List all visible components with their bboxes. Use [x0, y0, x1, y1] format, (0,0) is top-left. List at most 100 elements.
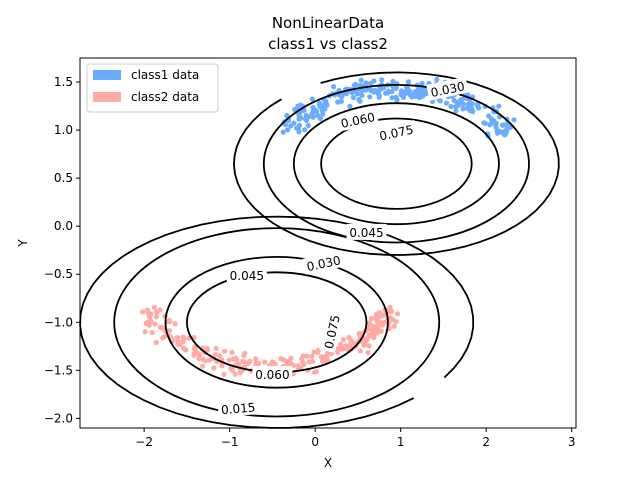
scatter-point-class1	[349, 90, 355, 96]
chart-title: NonLinearData	[272, 14, 384, 32]
scatter-point-class1	[443, 100, 450, 106]
scatter-point-class1	[309, 96, 315, 102]
scatter-point-class2	[221, 371, 227, 377]
scatter-point-class1	[460, 106, 466, 112]
scatter-point-class2	[378, 328, 384, 334]
scatter-point-class1	[315, 112, 321, 119]
contour-label: 0.060	[252, 366, 293, 383]
x-axis-label: X	[324, 456, 332, 470]
plot-area	[80, 58, 576, 428]
scatter-point-class1	[434, 76, 440, 82]
scatter-point-class1	[338, 98, 344, 104]
contour-label-bg	[217, 398, 259, 418]
scatter-point-class1	[403, 89, 409, 95]
scatter-point-class1	[359, 88, 365, 94]
contour-label-bg	[336, 107, 379, 132]
scatter-point-class2	[368, 315, 375, 322]
scatter-point-class1	[498, 129, 504, 135]
contour-label-bg	[226, 267, 267, 284]
scatter-point-class2	[157, 307, 163, 313]
scatter-point-class2	[288, 355, 294, 361]
scatter-point-class2	[366, 343, 372, 349]
scatter-point-class2	[149, 330, 155, 336]
contour-label-bg	[426, 76, 469, 101]
scatter-point-class1	[489, 119, 495, 125]
scatter-point-class1	[474, 103, 480, 109]
scatter-point-class1	[352, 81, 359, 87]
contour-label: 0.045	[226, 267, 267, 284]
scatter-point-class1	[385, 90, 391, 96]
scatter-point-class1	[302, 127, 308, 133]
scatter-point-class1	[469, 106, 475, 112]
scatter-point-class1	[354, 91, 360, 97]
contour-label: 0.075	[374, 120, 418, 145]
x-tick-label: 0	[311, 435, 319, 449]
scatter-point-class2	[311, 349, 317, 355]
legend: class1 data class2 data	[86, 63, 219, 113]
scatter-point-class1	[493, 124, 499, 130]
scatter-point-class1	[502, 132, 508, 138]
scatter-point-class2	[345, 344, 351, 350]
scatter-point-class1	[350, 94, 356, 101]
y-tick-label: 0.5	[54, 171, 73, 185]
scatter-point-class2	[394, 311, 401, 317]
scatter-point-class2	[246, 360, 252, 366]
scatter-point-class1	[448, 103, 454, 110]
scatter-point-class2	[165, 319, 171, 325]
contour-labels: 0.0300.0300.0150.0450.0600.0750.0450.060…	[217, 76, 469, 418]
scatter-point-class1	[331, 84, 337, 90]
scatter-point-class2	[142, 329, 148, 335]
scatter-point-class1	[319, 108, 325, 114]
contour-line-outer-lower	[79, 215, 475, 429]
scatter-point-class2	[374, 330, 380, 336]
scatter-point-class1	[285, 127, 291, 133]
x-tick-label: 3	[568, 435, 576, 449]
scatter-point-class1	[481, 120, 487, 126]
scatter-point-class2	[217, 353, 223, 359]
scatter-point-class1	[305, 122, 311, 129]
scatter-point-class2	[196, 351, 202, 357]
y-tick-label: 0.0	[54, 219, 73, 233]
scatter-point-class2	[340, 337, 346, 343]
contour-label-text: 0.075	[322, 314, 343, 351]
scatter-point-class1	[288, 123, 294, 129]
scatter-point-class2	[377, 313, 383, 319]
scatter-point-class1	[303, 114, 310, 120]
scatter-point-class1	[412, 88, 418, 95]
scatter-point-class1	[437, 98, 443, 104]
scatter-point-class1	[379, 85, 385, 91]
scatter-point-class2	[200, 356, 206, 362]
scatter-point-class2	[145, 307, 151, 313]
scatter-point-class1	[347, 103, 353, 109]
contour-line-lower-ring-1	[113, 227, 441, 418]
scatter-point-class2	[253, 356, 259, 362]
scatter-point-class1	[423, 91, 429, 97]
scatter-point-class1	[284, 112, 290, 119]
scatter-point-class1	[501, 122, 507, 128]
scatter-point-class2	[336, 345, 342, 351]
contour-label: 0.060	[336, 107, 379, 132]
contour-label-text: 0.045	[349, 226, 383, 240]
chart-subtitle: class1 vs class2	[268, 35, 388, 53]
scatter-point-class2	[151, 304, 157, 310]
scatter-point-class2	[365, 350, 371, 356]
legend-label-class2: class2 data	[131, 90, 199, 104]
scatter-point-class1	[310, 114, 316, 120]
scatter-point-class1	[379, 77, 385, 83]
scatter-point-class2	[362, 338, 369, 344]
contour-label-text: 0.075	[378, 123, 415, 144]
y-tick-label: −1.0	[44, 315, 73, 329]
scatter-point-class1	[465, 101, 472, 107]
scatter-point-class1	[453, 108, 459, 114]
contour-label: 0.015	[217, 398, 259, 418]
scatter-point-class1	[294, 125, 300, 131]
scatter-point-class2	[312, 369, 318, 375]
contour-label-text: 0.015	[220, 400, 255, 417]
contour-label-text: 0.045	[230, 269, 264, 283]
scatter-point-class2	[280, 356, 286, 363]
scatter-point-class1	[358, 77, 364, 83]
scatter-point-class1	[460, 101, 467, 107]
scatter-point-class2	[234, 357, 240, 363]
legend-label-class1: class1 data	[131, 68, 199, 82]
contour-label: 0.030	[426, 76, 469, 101]
